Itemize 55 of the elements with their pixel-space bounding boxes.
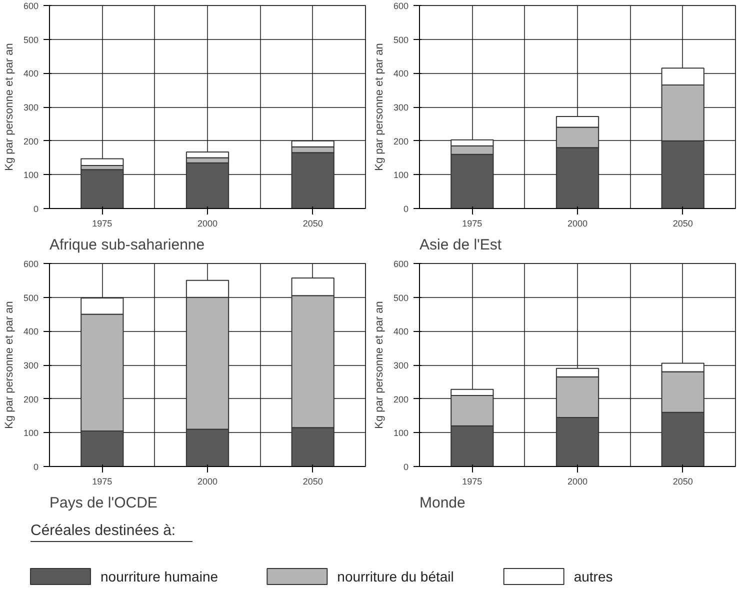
y-tick-label: 400 [393,68,409,79]
y-tick-label: 400 [23,68,39,79]
y-tick-label: 200 [393,136,409,146]
x-tick-label: 2000 [567,476,588,486]
y-tick-label: 400 [23,326,39,337]
y-axis-title: Kg par personne et par an [373,43,386,171]
y-tick-label: 0 [403,462,409,472]
y-tick-label: 100 [23,170,39,180]
legend-label: nourriture humaine [100,568,218,584]
y-axis-title: Kg par personne et par an [3,301,16,429]
x-tick-label: 1975 [92,476,112,486]
y-tick-label: 400 [393,326,409,337]
legend-label: nourriture du bétail [337,568,454,584]
y-tick-label: 0 [33,204,39,214]
bar [186,162,230,208]
y-axis-title: Kg par personne et par an [3,43,16,171]
y-tick-label: 200 [23,394,39,404]
y-tick-label: 100 [393,170,409,180]
bar [80,169,124,208]
x-tick-label: 1975 [462,476,482,486]
y-tick-label: 500 [393,292,409,303]
y-tick-label: 0 [33,462,39,472]
y-tick-label: 600 [23,1,39,11]
x-tick-label: 2050 [672,476,693,486]
y-axis-title: Kg par personne et par an [373,301,386,429]
legend-title: Céréales destinées à: [30,522,176,539]
x-tick-label: 2050 [302,218,323,228]
y-tick-label: 100 [393,428,409,438]
y-tick-label: 600 [393,1,409,11]
text: Monde [420,494,466,512]
y-tick-label: 600 [23,259,39,269]
text: Asie de l'Est [420,236,502,254]
x-tick-label: 2000 [567,218,588,228]
y-tick-label: 100 [23,428,39,438]
text: Afrique sub-saharienne [50,236,205,254]
x-tick-label: 1975 [462,218,482,228]
legend-label: autres [574,568,613,584]
x-tick-label: 2000 [197,218,218,228]
text: Pays de l'OCDE [50,494,158,512]
y-tick-label: 500 [23,292,39,303]
y-tick-label: 600 [393,259,409,269]
y-tick-label: 200 [23,136,39,146]
y-tick-label: 300 [393,360,409,370]
y-tick-label: 300 [393,102,409,112]
y-tick-label: 300 [23,360,39,370]
y-tick-label: 500 [23,34,39,45]
x-tick-label: 1975 [92,218,112,228]
y-tick-label: 200 [393,394,409,404]
x-tick-label: 2050 [302,476,323,486]
bar [80,158,124,166]
x-tick-label: 2050 [672,218,693,228]
y-tick-label: 0 [403,204,409,214]
y-tick-label: 500 [393,34,409,45]
x-tick-label: 2000 [197,476,218,486]
y-tick-label: 300 [23,102,39,112]
